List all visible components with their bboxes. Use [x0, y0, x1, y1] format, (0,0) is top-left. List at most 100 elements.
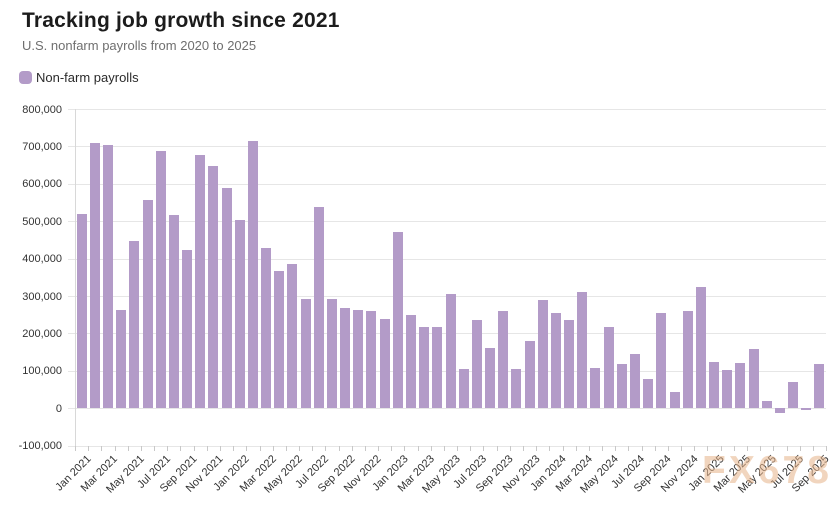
bar[interactable]	[485, 347, 495, 409]
bar[interactable]	[458, 368, 469, 409]
x-axis-tick	[483, 445, 485, 451]
bar[interactable]	[326, 299, 337, 409]
bar[interactable]	[550, 312, 561, 409]
x-axis-tick	[88, 445, 90, 451]
bar[interactable]	[524, 340, 535, 409]
y-axis-label: 200,000	[22, 327, 62, 340]
bar[interactable]	[76, 213, 87, 409]
bar[interactable]	[748, 349, 759, 409]
bar[interactable]	[774, 408, 785, 414]
bar[interactable]	[379, 318, 390, 409]
x-axis-tick	[193, 445, 195, 451]
bar[interactable]	[116, 309, 127, 409]
x-axis-tick	[786, 445, 788, 451]
bar[interactable]	[735, 363, 746, 409]
x-axis-tick	[575, 445, 577, 451]
bar[interactable]	[801, 408, 812, 410]
y-axis-line	[75, 109, 76, 446]
x-axis-tick	[760, 445, 762, 451]
bar[interactable]	[261, 248, 271, 409]
gridline	[68, 146, 826, 148]
bar[interactable]	[129, 241, 140, 409]
bar[interactable]	[300, 298, 311, 409]
bar[interactable]	[432, 327, 443, 409]
bar[interactable]	[155, 150, 166, 409]
x-axis-tick	[219, 445, 221, 451]
bar[interactable]	[392, 231, 403, 409]
bar[interactable]	[102, 144, 113, 409]
x-axis-tick	[378, 445, 379, 451]
x-axis-tick	[75, 445, 76, 451]
bar[interactable]	[682, 310, 693, 409]
gridline	[68, 221, 826, 223]
bar[interactable]	[313, 207, 324, 409]
y-axis-label: 100,000	[22, 365, 62, 378]
y-axis-label: 500,000	[22, 215, 62, 228]
x-axis-tick	[233, 445, 235, 451]
x-axis-tick	[114, 445, 116, 451]
x-axis-tick	[470, 445, 472, 451]
y-axis-label: 0	[55, 402, 62, 415]
x-axis-tick	[417, 445, 419, 451]
bar[interactable]	[208, 166, 219, 409]
bar[interactable]	[511, 368, 522, 409]
x-axis-tick	[127, 445, 129, 451]
x-axis-tick	[351, 445, 353, 451]
bar[interactable]	[814, 363, 825, 409]
bar[interactable]	[603, 327, 614, 409]
x-axis-tick	[681, 445, 683, 451]
bar[interactable]	[564, 319, 575, 409]
bar[interactable]	[406, 315, 416, 409]
bar[interactable]	[234, 219, 245, 409]
bar[interactable]	[761, 401, 772, 409]
bar[interactable]	[340, 307, 351, 409]
x-axis-tick	[694, 445, 696, 451]
x-axis-tick	[206, 445, 208, 451]
bar[interactable]	[287, 263, 298, 409]
y-axis-label: 400,000	[22, 253, 62, 266]
bar[interactable]	[498, 311, 509, 409]
gridline	[68, 109, 826, 110]
bar[interactable]	[445, 293, 456, 409]
legend[interactable]: Non-farm payrolls	[19, 70, 139, 85]
bar[interactable]	[182, 249, 192, 409]
bar[interactable]	[643, 379, 654, 409]
x-axis-tick	[720, 445, 722, 451]
bar[interactable]	[419, 327, 430, 409]
bar[interactable]	[656, 313, 667, 409]
bar[interactable]	[168, 214, 179, 409]
x-axis-tick	[167, 445, 169, 451]
bar[interactable]	[709, 361, 719, 409]
bar[interactable]	[366, 310, 377, 409]
bar[interactable]	[788, 381, 799, 409]
legend-swatch-icon	[19, 71, 32, 84]
bar[interactable]	[353, 309, 364, 409]
x-axis-tick	[826, 445, 827, 451]
x-axis-tick	[746, 445, 748, 451]
gridline	[68, 408, 826, 410]
bar[interactable]	[89, 142, 100, 409]
bar[interactable]	[142, 199, 153, 409]
x-axis-tick	[588, 445, 590, 451]
bar[interactable]	[577, 292, 588, 409]
bar[interactable]	[274, 270, 285, 409]
bar[interactable]	[247, 141, 258, 409]
x-axis-tick	[404, 445, 406, 451]
bar[interactable]	[669, 391, 680, 409]
bar[interactable]	[590, 367, 601, 409]
bar[interactable]	[471, 319, 482, 409]
bar[interactable]	[695, 287, 706, 409]
bar[interactable]	[722, 370, 733, 409]
x-axis-tick	[773, 445, 775, 451]
legend-label: Non-farm payrolls	[36, 70, 139, 85]
bar[interactable]	[616, 364, 627, 409]
gridline	[68, 183, 826, 185]
bar[interactable]	[537, 299, 548, 409]
x-axis-tick	[562, 445, 564, 451]
bar[interactable]	[630, 354, 640, 409]
bar[interactable]	[221, 188, 232, 409]
bar[interactable]	[195, 155, 206, 409]
y-axis-label: -100,000	[18, 440, 62, 453]
